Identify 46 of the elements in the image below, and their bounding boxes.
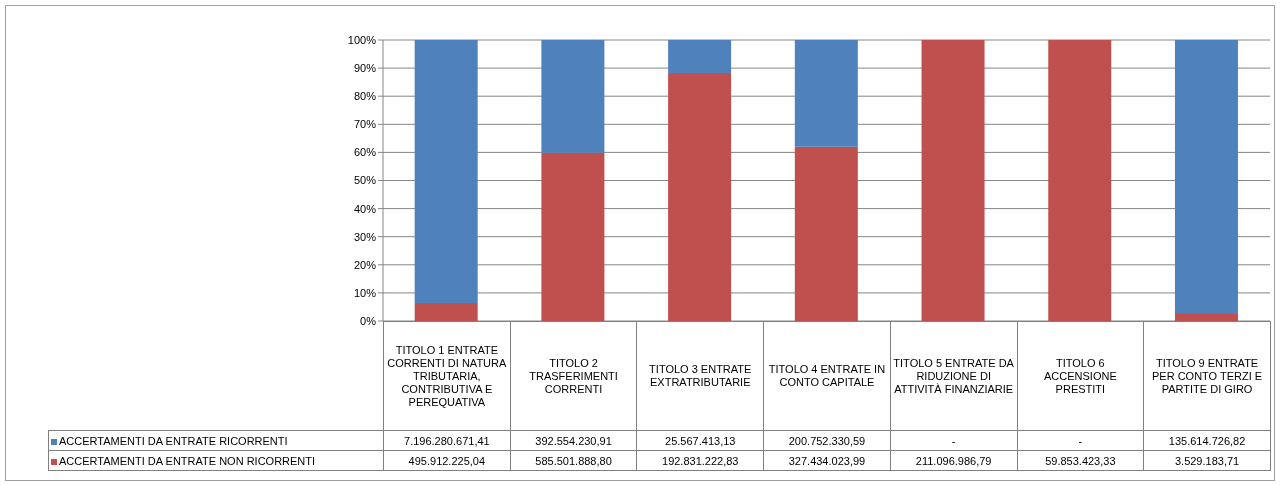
- y-tick-label: 40%: [353, 202, 377, 215]
- x-tick-label: TITOLO 1 ENTRATE CORRENTI DI NATURA TRIBUTARIA, CONTRIBUTIVA E PEREQUATIVA: [383, 321, 511, 431]
- y-tick-label: 100%: [347, 33, 377, 46]
- y-tick-label: 60%: [353, 146, 377, 159]
- y-tick-label: 90%: [353, 62, 377, 74]
- bar: [414, 40, 478, 304]
- x-tick-label: TITOLO 6 ACCENSIONE PRESTITI: [1017, 321, 1144, 431]
- y-tick-label: 80%: [353, 90, 377, 103]
- y-tick-label: 0%: [360, 314, 377, 327]
- y-tick-label: 10%: [353, 286, 377, 299]
- bar: [668, 40, 732, 73]
- text: 211.096.986,79: [890, 450, 1018, 471]
- y-tick-label: 20%: [353, 258, 377, 271]
- x-tick-label: TITOLO 4 ENTRATE IN CONTO CAPITALE: [763, 321, 891, 431]
- legend-label: ACCERTAMENTI DA ENTRATE NON RICORRENTI: [48, 450, 384, 471]
- bar: [1174, 40, 1238, 314]
- y-tick-label: 70%: [353, 118, 377, 131]
- x-tick-label: TITOLO 5 ENTRATE DA RIDUZIONE DI ATTIVITÀ FINANZIARIE: [890, 321, 1018, 431]
- y-tick-label: 30%: [353, 230, 377, 243]
- text: 200.752.330,59: [763, 430, 891, 451]
- text: 392.554.230,91: [510, 430, 637, 451]
- text: 585.501.888,80: [510, 450, 637, 471]
- bar: [541, 152, 605, 321]
- bar: [794, 40, 858, 147]
- y-tick-label: 50%: [353, 174, 377, 187]
- bar: [921, 40, 985, 321]
- legend-label: ACCERTAMENTI DA ENTRATE RICORRENTI: [48, 430, 384, 451]
- bar: [794, 146, 858, 321]
- x-tick-label: TITOLO 3 ENTRATE EXTRATRIBUTARIE: [636, 321, 764, 431]
- text: -: [890, 430, 1018, 451]
- text: 7.196.280.671,41: [383, 430, 511, 451]
- text: 59.853.423,33: [1017, 450, 1144, 471]
- text: 25.567.413,13: [636, 430, 764, 451]
- bar: [1174, 313, 1238, 321]
- text: 135.614.726,82: [1143, 430, 1271, 451]
- bar: [541, 40, 605, 153]
- x-tick-label: TITOLO 9 ENTRATE PER CONTO TERZI E PARTITE DI GIRO: [1143, 321, 1271, 431]
- text: 3.529.183,71: [1143, 450, 1271, 471]
- x-tick-label: TITOLO 2 TRASFERIMENTI CORRENTI: [510, 321, 637, 431]
- text: -: [1017, 430, 1144, 451]
- bar: [414, 303, 478, 321]
- bar: [668, 72, 732, 321]
- text: 192.831.222,83: [636, 450, 764, 471]
- text: 495.912.225,04: [383, 450, 511, 471]
- text: 327.434.023,99: [763, 450, 891, 471]
- bar: [1048, 40, 1112, 321]
